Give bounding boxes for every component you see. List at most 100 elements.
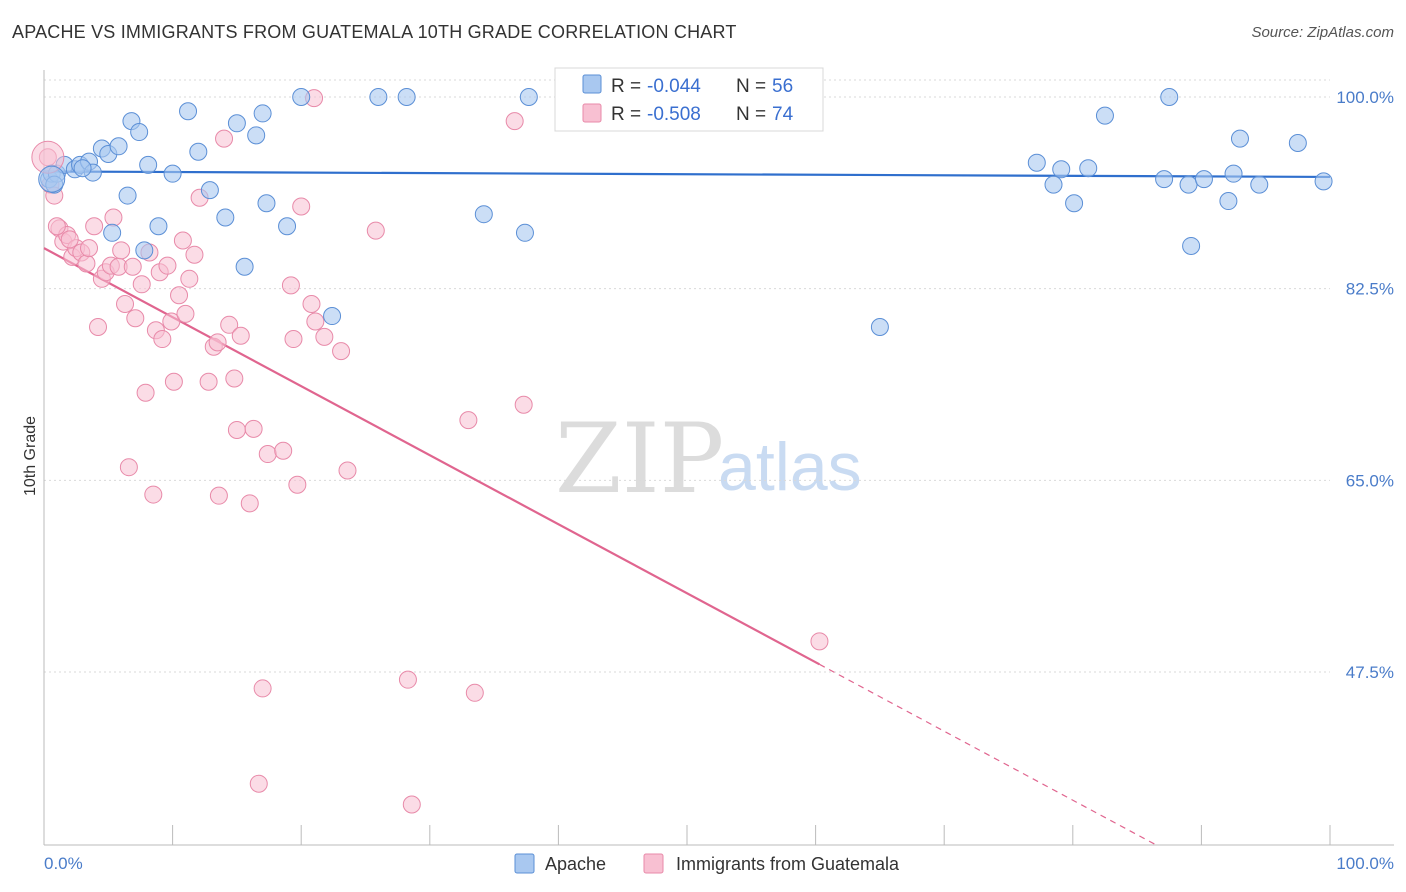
apache-point bbox=[1182, 236, 1201, 255]
guatemala-point bbox=[112, 241, 131, 260]
guatemala-point bbox=[459, 411, 478, 430]
guatemala-point bbox=[810, 632, 829, 651]
guatemala-point bbox=[274, 441, 293, 460]
legend-n-value-apache: 56 bbox=[772, 76, 793, 97]
guatemala-trend-extension bbox=[819, 663, 1157, 846]
guatemala-point bbox=[220, 315, 239, 334]
apache-point bbox=[1044, 175, 1063, 194]
apache-point bbox=[247, 126, 266, 145]
guatemala-point bbox=[227, 420, 246, 439]
legend-r-label-guatemala: R = bbox=[611, 104, 641, 125]
bottom-legend-swatch-apache bbox=[514, 853, 535, 874]
apache-point bbox=[149, 217, 168, 236]
x-tick-label-min: 0.0% bbox=[44, 854, 83, 873]
apache-point bbox=[397, 88, 416, 106]
apache-point bbox=[189, 142, 208, 161]
guatemala-point bbox=[85, 217, 104, 236]
legend-n-label-guatemala: N = bbox=[736, 104, 766, 125]
apache-point bbox=[519, 88, 538, 106]
guatemala-point bbox=[123, 257, 142, 276]
axes bbox=[43, 70, 1394, 846]
apache-point bbox=[109, 137, 128, 156]
guatemala-point bbox=[104, 208, 123, 227]
guatemala-point bbox=[164, 372, 183, 391]
bottom-legend-label-apache: Apache bbox=[545, 854, 606, 874]
guatemala-point bbox=[199, 372, 218, 391]
grid: 100.0% 82.5% 65.0% 47.5% bbox=[44, 79, 1394, 682]
guatemala-point bbox=[244, 419, 263, 438]
guatemala-point bbox=[288, 475, 307, 494]
apache-point bbox=[163, 164, 182, 183]
legend-n-value-guatemala: 74 bbox=[772, 104, 794, 125]
guatemala-point bbox=[366, 221, 385, 240]
guatemala-point bbox=[77, 254, 96, 273]
guatemala-point bbox=[126, 309, 145, 328]
watermark-atlas: atlas bbox=[718, 429, 862, 505]
guatemala-point bbox=[170, 286, 189, 305]
guatemala-point bbox=[253, 679, 272, 698]
apache-point bbox=[1224, 164, 1243, 183]
apache-point bbox=[200, 181, 219, 200]
guatemala-point bbox=[173, 231, 192, 250]
guatemala-point bbox=[240, 494, 259, 513]
source-label: Source: ZipAtlas.com bbox=[1251, 24, 1394, 41]
apache-point bbox=[1288, 134, 1307, 152]
guatemala-point bbox=[505, 112, 524, 131]
guatemala-point bbox=[89, 318, 108, 336]
y-tick-label: 100.0% bbox=[1336, 88, 1394, 107]
guatemala-point bbox=[284, 330, 303, 349]
legend-r-value-guatemala: -0.508 bbox=[647, 104, 701, 125]
guatemala-point bbox=[144, 485, 163, 504]
guatemala-point bbox=[132, 275, 151, 294]
apache-point bbox=[1160, 88, 1179, 106]
apache-point bbox=[1095, 106, 1114, 125]
guatemala-point bbox=[136, 383, 155, 402]
guatemala-point bbox=[306, 312, 325, 331]
guatemala-point bbox=[162, 312, 181, 331]
guatemala-point bbox=[465, 683, 484, 702]
guatemala-point bbox=[60, 230, 79, 249]
y-tick-label: 47.5% bbox=[1346, 663, 1394, 682]
apache-point bbox=[73, 159, 92, 178]
y-axis-label: 10th Grade bbox=[22, 416, 39, 496]
guatemala-point bbox=[231, 326, 250, 345]
bottom-legend-swatch-guatemala bbox=[643, 853, 664, 874]
apache-trend-line bbox=[43, 170, 1331, 179]
guatemala-point bbox=[209, 486, 228, 505]
apache-point bbox=[118, 186, 137, 205]
guatemala-point bbox=[398, 670, 417, 689]
bottom-legend: Apache Immigrants from Guatemala bbox=[514, 853, 900, 874]
apache-point bbox=[1079, 159, 1098, 178]
apache-point bbox=[1155, 170, 1174, 189]
apache-point bbox=[216, 208, 235, 227]
apache-point bbox=[474, 205, 493, 224]
y-tick-label: 82.5% bbox=[1346, 280, 1394, 299]
apache-point bbox=[515, 223, 534, 242]
legend: R = -0.044 N = 56 R = -0.508 N = 74 bbox=[554, 67, 824, 132]
bottom-legend-label-guatemala: Immigrants from Guatemala bbox=[676, 854, 900, 874]
apache-point-large bbox=[38, 165, 66, 193]
apache-point bbox=[1027, 153, 1046, 172]
legend-r-value-apache: -0.044 bbox=[647, 76, 701, 97]
apache-point bbox=[257, 194, 276, 213]
apache-point bbox=[235, 257, 254, 276]
apache-point bbox=[179, 102, 198, 121]
data-points bbox=[31, 88, 1333, 814]
apache-point bbox=[870, 318, 889, 336]
apache-point bbox=[227, 114, 246, 133]
apache-point bbox=[1065, 194, 1084, 213]
guatemala-point bbox=[332, 342, 351, 361]
apache-point bbox=[1179, 175, 1198, 194]
guatemala-point bbox=[215, 129, 234, 148]
guatemala-point bbox=[153, 330, 172, 349]
guatemala-point bbox=[47, 217, 66, 236]
x-tick-label-max: 100.0% bbox=[1336, 854, 1394, 873]
guatemala-point bbox=[338, 461, 357, 480]
legend-r-label-apache: R = bbox=[611, 76, 641, 97]
guatemala-point bbox=[185, 245, 204, 264]
y-tick-label: 65.0% bbox=[1346, 471, 1394, 490]
guatemala-point bbox=[158, 256, 177, 275]
apache-point bbox=[135, 241, 154, 260]
apache-point bbox=[1314, 172, 1333, 191]
guatemala-point bbox=[514, 395, 533, 414]
